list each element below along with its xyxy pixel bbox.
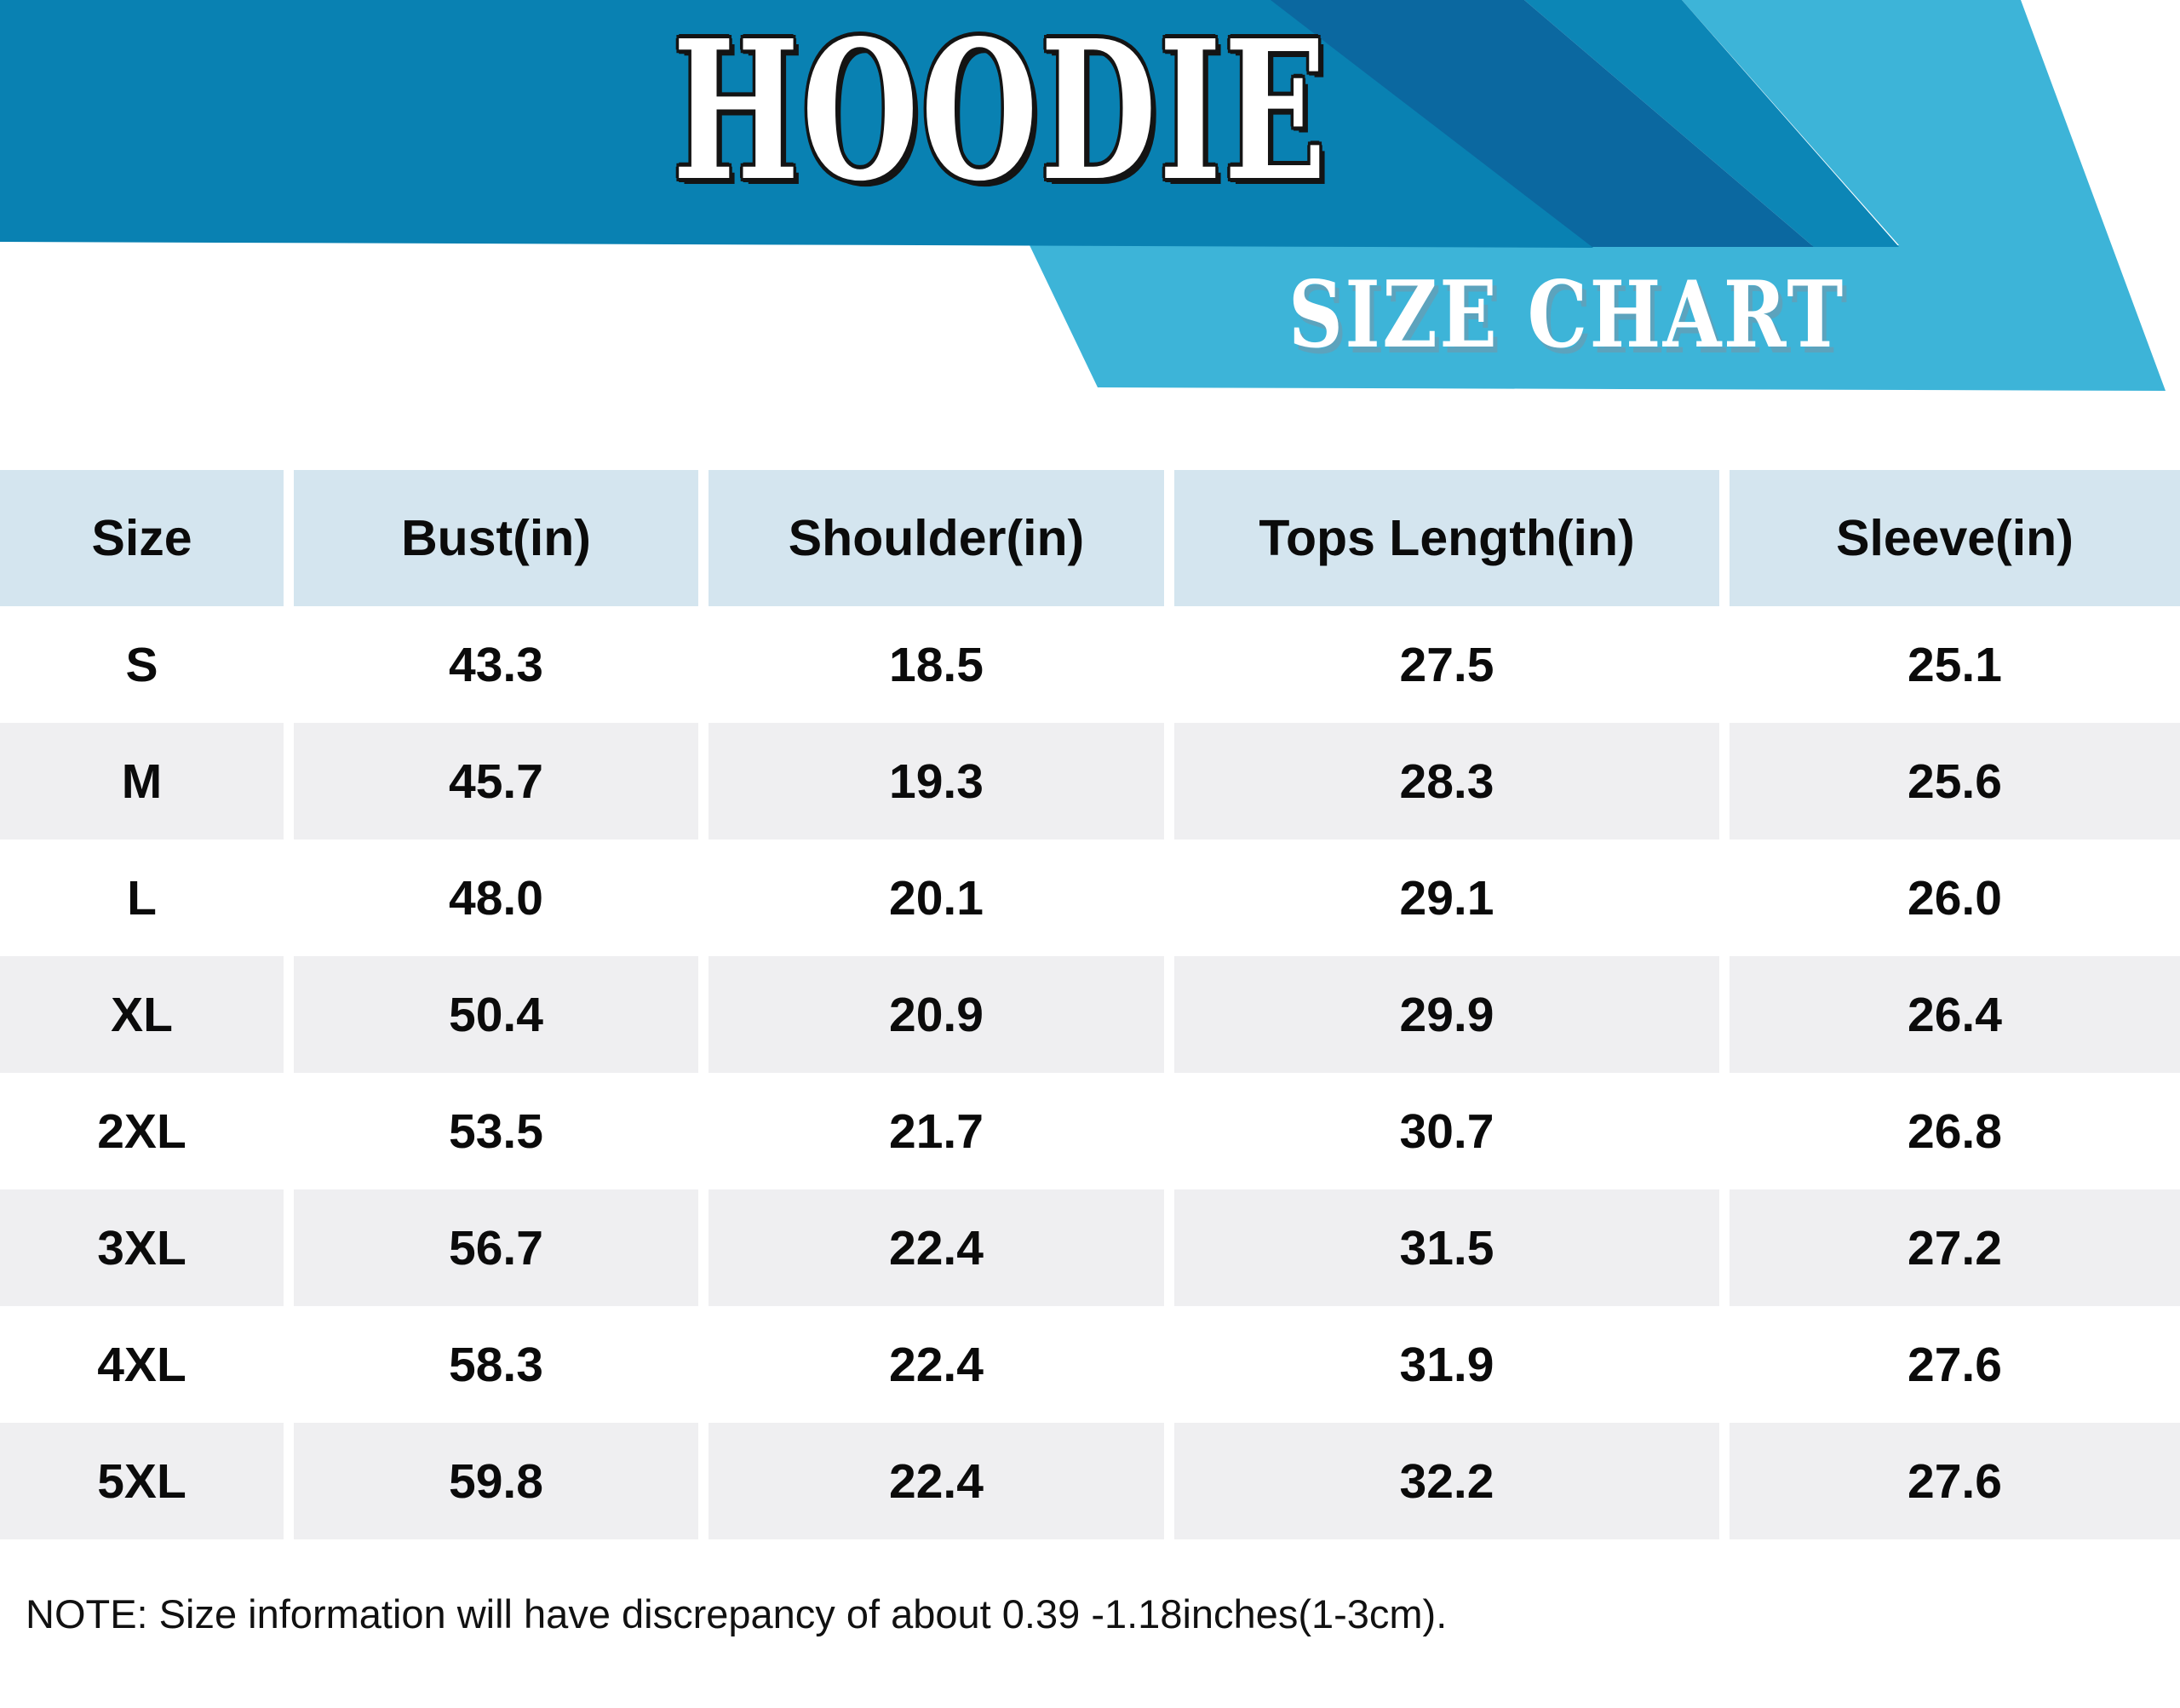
column-header-shoulder: Shoulder(in) bbox=[708, 470, 1164, 606]
size-chart-subtitle: SIZE CHART bbox=[1288, 261, 1845, 369]
table-cell: 26.4 bbox=[1730, 956, 2180, 1073]
table-cell: 27.2 bbox=[1730, 1189, 2180, 1306]
table-cell: 26.8 bbox=[1730, 1073, 2180, 1189]
size-chart-table: Size Bust(in) Shoulder(in) Tops Length(i… bbox=[0, 470, 2180, 1539]
table-cell: 18.5 bbox=[708, 606, 1164, 723]
table-cell: 56.7 bbox=[294, 1189, 698, 1306]
table-cell: 20.9 bbox=[708, 956, 1164, 1073]
header-banner bbox=[0, 0, 2166, 391]
row-label: 2XL bbox=[0, 1073, 284, 1189]
row-label: 5XL bbox=[0, 1423, 284, 1539]
table-cell: 43.3 bbox=[294, 606, 698, 723]
banner-stripe-medium bbox=[1524, 0, 1899, 247]
table-cell: 25.1 bbox=[1730, 606, 2180, 723]
row-label: 3XL bbox=[0, 1189, 284, 1306]
table-cell: 20.1 bbox=[708, 840, 1164, 956]
table-cell: 21.7 bbox=[708, 1073, 1164, 1189]
table-cell: 59.8 bbox=[294, 1423, 698, 1539]
column-header-sleeve: Sleeve(in) bbox=[1730, 470, 2180, 606]
column-header-size: Size bbox=[0, 470, 284, 606]
table-cell: 28.3 bbox=[1174, 723, 1719, 840]
table-cell: 22.4 bbox=[708, 1189, 1164, 1306]
table-cell: 31.9 bbox=[1174, 1306, 1719, 1423]
column-header-tops-length: Tops Length(in) bbox=[1174, 470, 1719, 606]
table-cell: 26.0 bbox=[1730, 840, 2180, 956]
table-cell: 58.3 bbox=[294, 1306, 698, 1423]
table-cell: 30.7 bbox=[1174, 1073, 1719, 1189]
table-cell: 32.2 bbox=[1174, 1423, 1719, 1539]
row-label: L bbox=[0, 840, 284, 956]
row-label: S bbox=[0, 606, 284, 723]
table-cell: 53.5 bbox=[294, 1073, 698, 1189]
table-cell: 31.5 bbox=[1174, 1189, 1719, 1306]
note-text: NOTE: Size information will have discrep… bbox=[26, 1591, 1448, 1636]
table-cell: 29.9 bbox=[1174, 956, 1719, 1073]
row-label: 4XL bbox=[0, 1306, 284, 1423]
table-cell: 27.6 bbox=[1730, 1423, 2180, 1539]
table-cell: 27.5 bbox=[1174, 606, 1719, 723]
row-label: XL bbox=[0, 956, 284, 1073]
row-label: M bbox=[0, 723, 284, 840]
page-title: HOODIE bbox=[672, 0, 1329, 224]
banner-shape-cyan bbox=[1030, 0, 2166, 391]
table-cell: 19.3 bbox=[708, 723, 1164, 840]
table-cell: 45.7 bbox=[294, 723, 698, 840]
banner-shape-main bbox=[0, 0, 1593, 248]
table-cell: 50.4 bbox=[294, 956, 698, 1073]
banner-stripe-dark bbox=[1269, 0, 1814, 247]
table-cell: 22.4 bbox=[708, 1306, 1164, 1423]
table-cell: 25.6 bbox=[1730, 723, 2180, 840]
table-cell: 27.6 bbox=[1730, 1306, 2180, 1423]
column-header-bust: Bust(in) bbox=[294, 470, 698, 606]
table-cell: 29.1 bbox=[1174, 840, 1719, 956]
table-cell: 48.0 bbox=[294, 840, 698, 956]
table-cell: 22.4 bbox=[708, 1423, 1164, 1539]
